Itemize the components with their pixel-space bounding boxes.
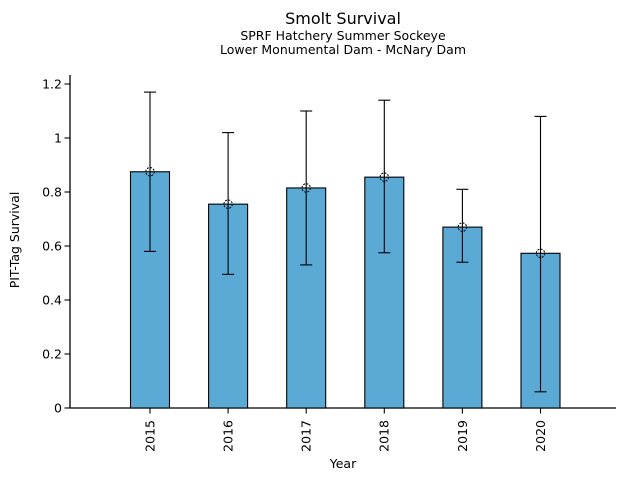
y-tick-label-0.6: 0.6 [42,238,62,253]
x-tick-label-2020: 2020 [533,420,548,452]
x-tick-label-2017: 2017 [299,420,314,452]
x-tick-label-2019: 2019 [455,420,470,452]
y-tick-label-1.2: 1.2 [42,76,62,91]
y-axis-title: PIT-Tag Survival [7,192,22,289]
y-tick-label-0: 0 [54,400,62,415]
marker-2019 [457,222,468,232]
x-tick-label-2016: 2016 [221,420,236,452]
y-tick-label-0.2: 0.2 [42,346,62,361]
marker-2020 [535,248,546,258]
x-tick-label-2018: 2018 [377,420,392,452]
y-tick-label-1: 1 [54,130,62,145]
marker-2016 [223,199,233,209]
plot-area: 0 0.2 0.4 0.6 0.8 1 1.2 2015 2016 2017 2018 2019 202… [42,75,616,452]
marker-2018 [379,172,389,182]
chart-subtitle-1: SPRF Hatchery Summer Sockeye [240,28,446,43]
x-axis-title: Year [329,456,357,471]
x-tick-label-2015: 2015 [142,420,157,452]
chart-subtitle-2: Lower Monumental Dam - McNary Dam [219,41,467,57]
y-tick-label-0.8: 0.8 [42,184,62,199]
chart-title: Smolt Survival [285,9,401,28]
title-block: Smolt Survival SPRF Hatchery Summer Sock… [70,9,616,56]
marker-2017 [301,183,311,193]
y-tick-label-0.4: 0.4 [42,292,62,307]
marker-2015 [145,167,155,177]
